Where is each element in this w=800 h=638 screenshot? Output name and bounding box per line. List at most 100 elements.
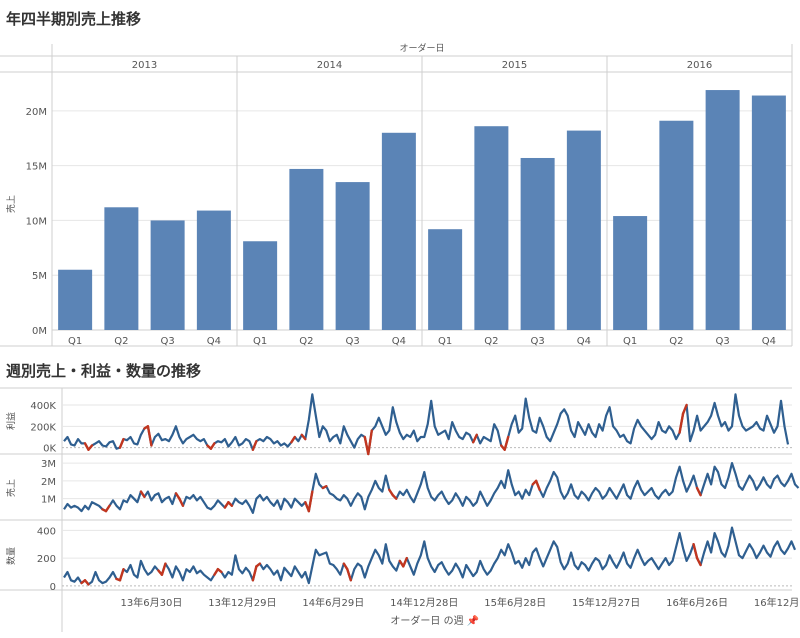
series-line-数量 [63,526,797,586]
quarter-label: Q1 [623,336,637,347]
x-tick-label: 15年6月28日 [484,596,546,609]
highlight-segment [146,425,153,447]
y-tick-label: 400 [37,526,56,537]
highlight-segment [83,579,90,586]
y-tick-label: 2M [41,477,56,488]
series-line-利益 [63,393,790,456]
highlight-segment [178,497,185,507]
highlight-segment [472,433,478,444]
highlight-segment [83,442,90,451]
y-tick-label: 0K [43,444,56,455]
panel-label: 利益 [5,412,17,430]
y-tick-label: 15M [26,162,47,173]
quarter-label: Q3 [716,336,730,347]
x-tick-label: 13年6月30日 [121,596,183,609]
highlight-segment [115,577,122,582]
highlight-segment [216,567,223,574]
highlight-segment [534,479,541,491]
highlight-segment [363,435,370,456]
quarter-label: Q2 [299,336,313,347]
y-tick-label: 1M [41,495,56,506]
highlight-segment [346,567,353,582]
bar-2015-Q4 [566,130,601,330]
quarter-label: Q2 [114,336,128,347]
x-tick-label: 15年12月27日 [572,596,640,609]
highlight-segment [209,442,216,450]
x-header-label: オーダー日 [399,42,444,54]
highlight-segment [499,444,506,451]
highlight-segment [290,435,297,444]
highlight-segment [695,486,702,497]
highlight-segment [695,556,702,567]
y-tick-label: 10M [26,216,47,227]
year-label: 2013 [132,60,157,71]
highlight-segment [503,435,510,451]
bar-2014-Q3 [335,182,370,330]
highlight-segment [342,562,349,571]
highlight-segment [87,444,94,451]
highlight-segment [143,425,150,430]
series-line-売上 [63,462,800,514]
bar-2016-Q2 [659,120,694,330]
highlight-segment [321,485,328,490]
bar-2015-Q2 [474,126,509,330]
year-label: 2014 [317,60,342,71]
highlight-segment [402,556,408,568]
bar-2016-Q4 [751,95,786,331]
panel-label: 売上 [5,479,17,497]
bar-2013-Q2 [104,207,139,330]
y-tick-label: 3M [41,459,56,470]
highlight-segment [80,579,87,585]
quarter-label: Q2 [669,336,683,347]
y-tick-label: 5M [32,271,47,282]
x-tick-label: 14年12月28日 [390,596,458,609]
bar-2014-Q2 [289,168,324,330]
highlight-segment [118,437,125,449]
y-axis-label: 売上 [5,195,17,213]
highlight-segment [681,403,688,415]
highlight-segment [255,562,262,568]
year-label: 2015 [502,60,527,71]
quarterly-sales-bar-chart: オーダー日 0M 5M 10M 15M 20M 売上 2013 Q1 Q2 Q3 Q4 2014 Q1 Q2… [0,42,793,347]
bar-2015-Q3 [520,157,555,330]
x-tick-label: 14年6月29日 [302,596,364,609]
highlight-segment [251,565,258,582]
quarter-label: Q3 [346,336,360,347]
highlight-segment [692,543,699,560]
highlight-segment [391,493,398,500]
bar-2014-Q1 [243,241,278,330]
highlight-segment [101,508,108,513]
quarter-label: Q4 [577,336,591,347]
quarter-label: Q3 [531,336,545,347]
y-tick-label: 200 [37,554,56,565]
highlight-segment [300,433,307,441]
highlight-segment [139,490,146,499]
quarter-label: Q4 [207,336,221,347]
highlight-segment [227,501,234,507]
x-tick-label: 13年12月29日 [208,596,276,609]
highlight-segment [118,567,125,582]
highlight-segment [388,488,394,497]
highlight-segment [213,567,220,576]
weekly-chart-title: 週別売上・利益・数量の推移 [6,362,202,380]
highlight-segment [157,569,164,576]
quarter-label: Q4 [762,336,776,347]
quarterly-chart-title: 年四半期別売上推移 [6,10,142,28]
y-tick-label: 200K [30,422,56,433]
bar-2013-Q3 [150,220,185,330]
quarter-label: Q1 [68,336,82,347]
quarter-label: Q4 [392,336,406,347]
highlight-segment [251,440,258,451]
highlight-segment [307,490,314,513]
bar-2016-Q3 [705,90,740,330]
y-tick-label: 20M [26,107,47,118]
x-tick-label: 16年6月26日 [666,596,728,609]
highlight-segment [223,501,230,509]
bar-2013-Q4 [196,210,231,330]
x-axis-label: オーダー日 の週 [390,614,463,627]
highlight-segment [367,429,373,456]
highlight-segment [206,444,213,450]
y-tick-label: 0 [50,582,56,593]
highlight-segment [678,412,685,434]
highlight-segment [304,501,311,513]
